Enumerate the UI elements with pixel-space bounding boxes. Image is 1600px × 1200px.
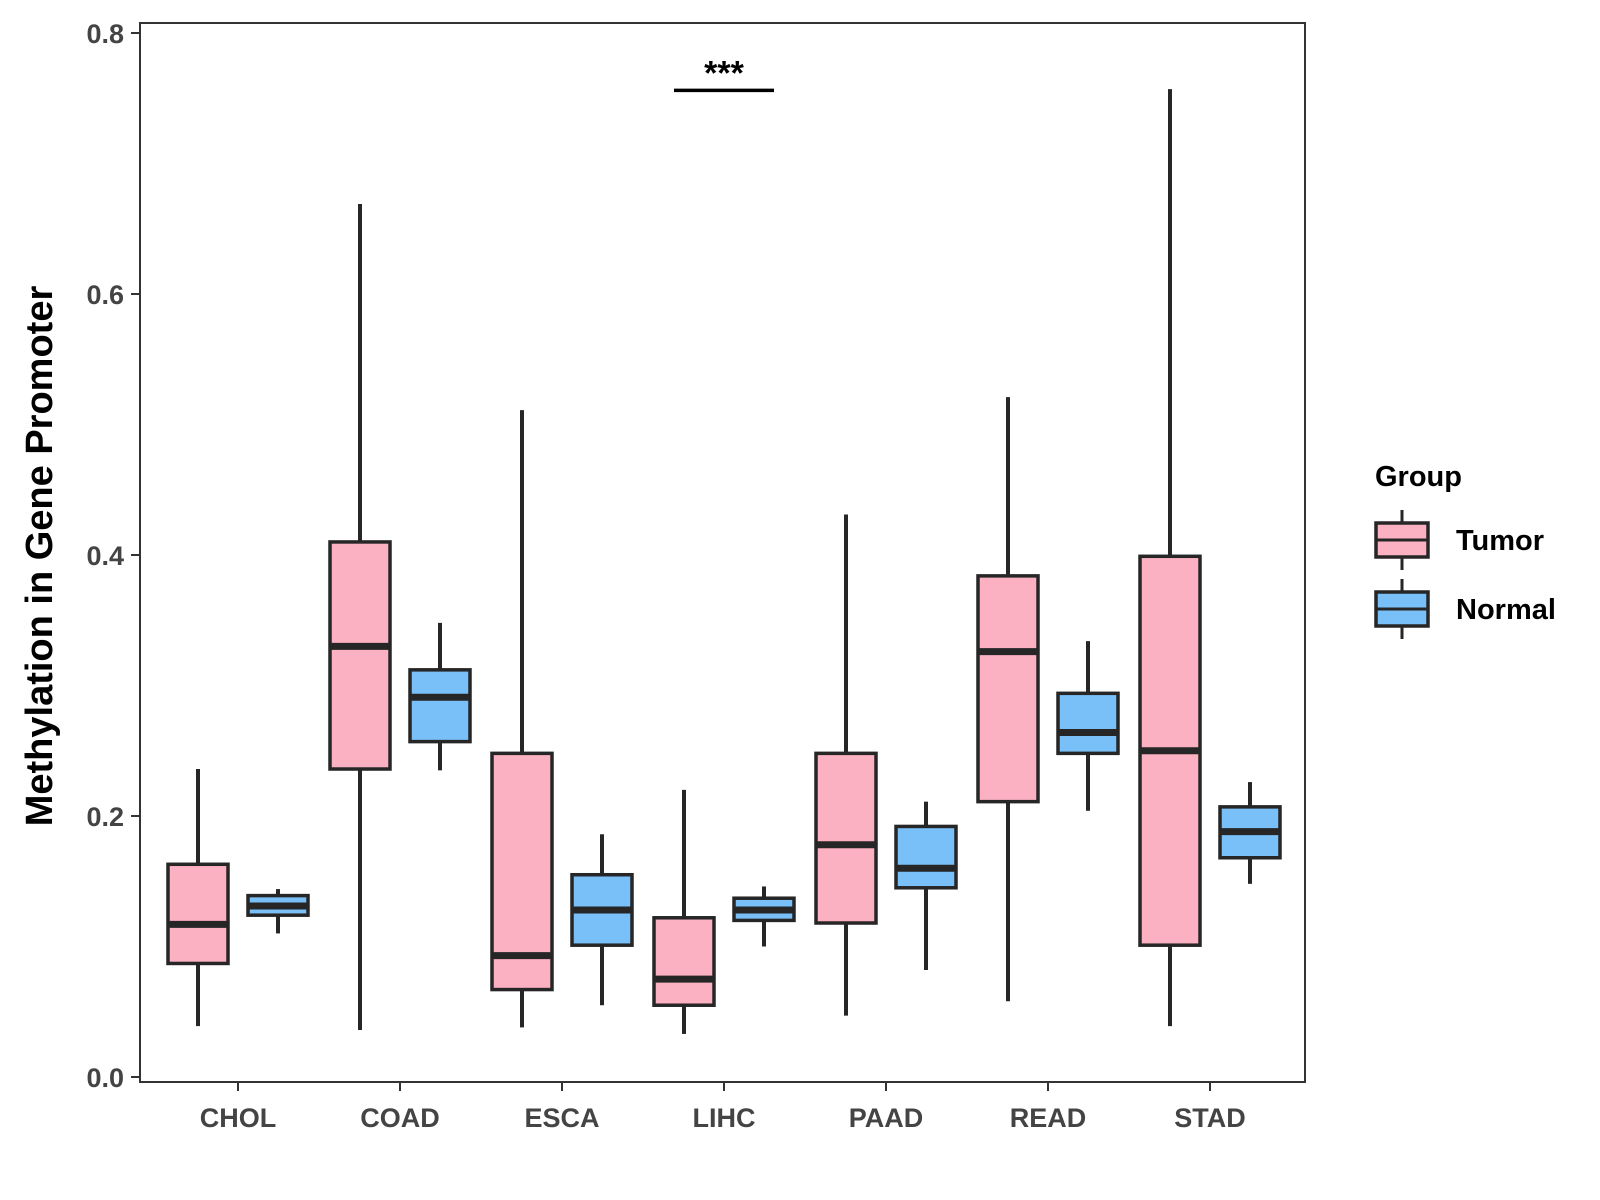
legend-item-normal: Normal xyxy=(1374,579,1556,639)
box-normal-esca xyxy=(570,834,634,1006)
box-iqr xyxy=(894,824,958,890)
x-tick-label: LIHC xyxy=(693,1103,756,1133)
box-iqr xyxy=(976,574,1040,804)
box-iqr xyxy=(408,668,472,744)
y-tick-label: 0.8 xyxy=(86,19,124,49)
plot-area xyxy=(139,22,1306,1083)
x-tick-label: READ xyxy=(1010,1103,1087,1133)
box-tumor-lihc xyxy=(652,789,716,1034)
x-tick-label: PAAD xyxy=(849,1103,924,1133)
x-tick-label: STAD xyxy=(1174,1103,1246,1133)
box-iqr xyxy=(328,540,392,771)
y-tick-label: 0.4 xyxy=(86,541,124,571)
box-normal-coad xyxy=(408,622,472,771)
y-tick-label: 0.2 xyxy=(86,802,124,832)
box-normal-paad xyxy=(894,801,958,970)
box-iqr xyxy=(1056,691,1120,756)
annotations: *** xyxy=(674,54,774,92)
box-tumor-esca xyxy=(490,410,554,1028)
box-normal-chol xyxy=(246,889,310,934)
x-tick-label: CHOL xyxy=(200,1103,277,1133)
y-axis-title: Methylation in Gene Promoter xyxy=(19,286,61,827)
box-tumor-chol xyxy=(166,769,230,1027)
box-iqr xyxy=(166,862,230,966)
legend: Group Tumor Normal xyxy=(1374,461,1556,639)
legend-label: Tumor xyxy=(1456,525,1544,557)
box-tumor-stad xyxy=(1138,89,1202,1027)
significance-label: *** xyxy=(704,54,744,92)
box-normal-stad xyxy=(1218,782,1282,884)
box-iqr xyxy=(652,916,716,1007)
y-tick-label: 0.6 xyxy=(86,280,124,310)
panel-border xyxy=(139,22,1306,1083)
x-tick-label: COAD xyxy=(360,1103,440,1133)
y-tick-label: 0.0 xyxy=(86,1063,124,1093)
box-iqr xyxy=(490,751,554,992)
legend-item-tumor: Tumor xyxy=(1374,510,1544,570)
box-tumor-coad xyxy=(328,203,392,1031)
box-iqr xyxy=(814,751,878,925)
x-axis: CHOL COAD ESCA LIHC PAAD READ STAD xyxy=(200,1082,1246,1133)
y-axis: 0.0 0.2 0.4 0.6 0.8 xyxy=(86,19,140,1093)
box-tumor-read xyxy=(976,397,1040,1002)
x-tick-label: ESCA xyxy=(524,1103,599,1133)
legend-title: Group xyxy=(1375,461,1462,493)
box-tumor-paad xyxy=(814,514,878,1016)
box-normal-lihc xyxy=(732,886,796,947)
box-normal-read xyxy=(1056,641,1120,811)
legend-label: Normal xyxy=(1456,594,1556,626)
